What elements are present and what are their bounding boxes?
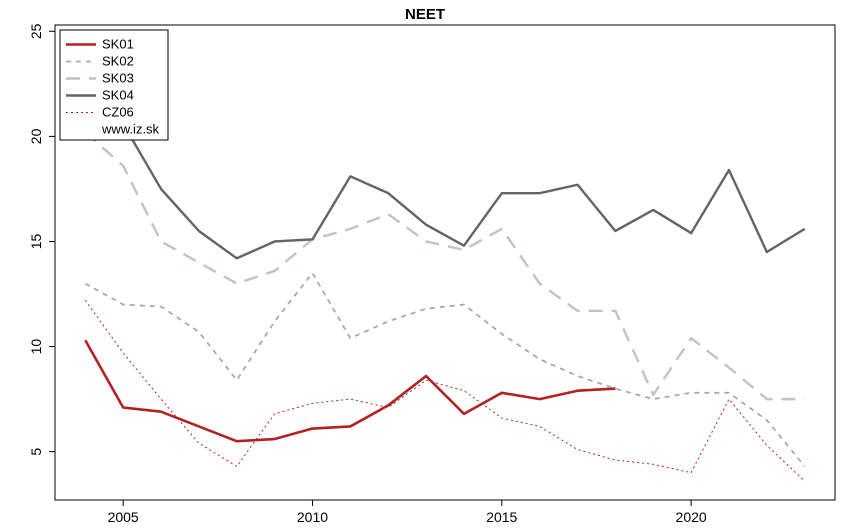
y-tick-label: 20 — [28, 128, 44, 144]
legend-label: SK01 — [102, 37, 134, 52]
series-SK03 — [85, 132, 804, 399]
legend-label: SK04 — [102, 88, 134, 103]
x-tick-label: 2020 — [676, 509, 707, 525]
chart-title: NEET — [0, 6, 850, 23]
x-tick-label: 2015 — [486, 509, 517, 525]
line-chart: 2005 2010 2015 2020 5 10 15 20 25 SK01 SK02 SK03 SK0… — [0, 0, 850, 532]
y-tick-label: 10 — [28, 339, 44, 355]
x-tick-label: 2005 — [108, 509, 139, 525]
legend-label: www.iz.sk — [101, 122, 160, 137]
series-SK02 — [85, 273, 804, 466]
legend-label: SK02 — [102, 54, 134, 69]
y-tick-label: 5 — [28, 448, 44, 456]
chart-container: NEET 2005 2010 2015 2020 5 10 15 20 25 SK01 SK02 SK… — [0, 0, 850, 532]
legend-label: CZ06 — [102, 105, 134, 120]
plot-border — [55, 25, 835, 500]
series-SK04 — [85, 61, 804, 259]
series-CZ06 — [85, 300, 804, 481]
y-tick-label: 15 — [28, 233, 44, 249]
x-tick-label: 2010 — [297, 509, 328, 525]
legend-label: SK03 — [102, 71, 134, 86]
y-tick-label: 25 — [28, 23, 44, 39]
